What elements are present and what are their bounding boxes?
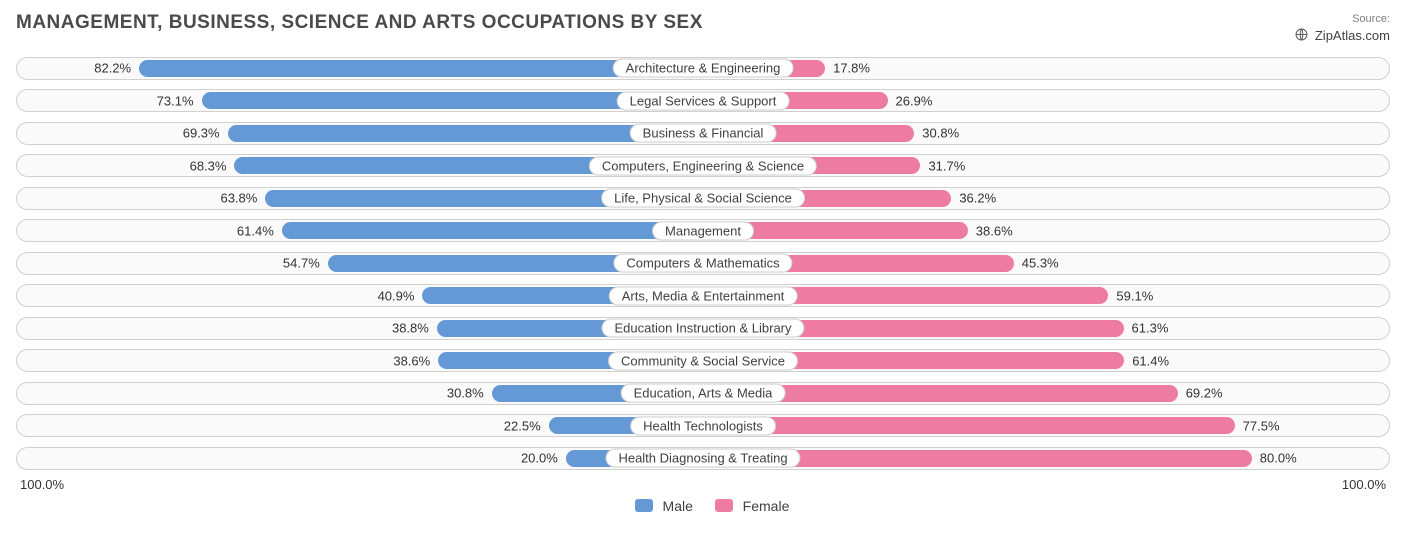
category-badge: Architecture & Engineering [613, 59, 794, 78]
legend-male-label: Male [663, 498, 693, 514]
legend-swatch-male [635, 499, 653, 512]
female-pct-label: 31.7% [928, 158, 965, 173]
male-pct-label: 30.8% [447, 386, 484, 401]
male-pct-label: 20.0% [521, 451, 558, 466]
axis-right-label: 100.0% [1342, 477, 1386, 492]
source-name: ZipAtlas.com [1315, 28, 1390, 43]
female-pct-label: 77.5% [1243, 418, 1280, 433]
legend: Male Female [16, 498, 1390, 514]
category-badge: Life, Physical & Social Science [601, 189, 805, 208]
male-pct-label: 38.6% [393, 353, 430, 368]
bar-row: 63.8% 36.2% Life, Physical & Social Scienc… [16, 187, 1390, 210]
category-badge: Legal Services & Support [617, 91, 790, 110]
bar-row: 30.8% 69.2% Education, Arts & Media [16, 382, 1390, 405]
axis-left-label: 100.0% [20, 477, 64, 492]
x-axis: 100.0% 100.0% [16, 477, 1390, 492]
female-pct-label: 26.9% [896, 93, 933, 108]
category-badge: Community & Social Service [608, 351, 798, 370]
female-pct-label: 69.2% [1186, 386, 1223, 401]
male-pct-label: 40.9% [378, 288, 415, 303]
bar-row: 22.5% 77.5% Health Technologists [16, 414, 1390, 437]
bar-row: 38.8% 61.3% Education Instruction & Librar… [16, 317, 1390, 340]
male-pct-label: 68.3% [190, 158, 227, 173]
female-pct-label: 61.4% [1132, 353, 1169, 368]
legend-swatch-female [715, 499, 733, 512]
bar-row: 20.0% 80.0% Health Diagnosing & Treating [16, 447, 1390, 470]
female-pct-label: 30.8% [922, 126, 959, 141]
category-badge: Health Technologists [630, 416, 776, 435]
female-pct-label: 45.3% [1022, 256, 1059, 271]
category-badge: Management [652, 221, 754, 240]
category-badge: Computers, Engineering & Science [589, 156, 817, 175]
source-block: Source: ZipAtlas.com [1295, 12, 1390, 47]
female-pct-label: 36.2% [959, 191, 996, 206]
bar-row: 38.6% 61.4% Community & Social Service [16, 349, 1390, 372]
female-pct-label: 80.0% [1260, 451, 1297, 466]
bar-row: 68.3% 31.7% Computers, Engineering & Scien… [16, 154, 1390, 177]
source-label: Source: [1295, 12, 1390, 27]
male-pct-label: 61.4% [237, 223, 274, 238]
category-badge: Health Diagnosing & Treating [605, 449, 800, 468]
category-badge: Business & Financial [630, 124, 777, 143]
male-bar [282, 222, 703, 239]
male-pct-label: 63.8% [220, 191, 257, 206]
bar-row: 69.3% 30.8% Business & Financial [16, 122, 1390, 145]
female-bar [703, 417, 1235, 434]
category-badge: Education, Arts & Media [621, 384, 786, 403]
bar-row: 82.2% 17.8% Architecture & Engineering [16, 57, 1390, 80]
globe-icon [1295, 28, 1308, 46]
category-badge: Education Instruction & Library [601, 319, 804, 338]
female-pct-label: 17.8% [833, 61, 870, 76]
category-badge: Arts, Media & Entertainment [609, 286, 798, 305]
male-pct-label: 38.8% [392, 321, 429, 336]
chart-title: MANAGEMENT, BUSINESS, SCIENCE AND ARTS O… [16, 12, 703, 34]
male-pct-label: 54.7% [283, 256, 320, 271]
bar-row: 61.4% 38.6% Management [16, 219, 1390, 242]
male-pct-label: 22.5% [504, 418, 541, 433]
bar-row: 54.7% 45.3% Computers & Mathematics [16, 252, 1390, 275]
bar-row: 40.9% 59.1% Arts, Media & Entertainment [16, 284, 1390, 307]
bar-row: 73.1% 26.9% Legal Services & Support [16, 89, 1390, 112]
female-pct-label: 61.3% [1132, 321, 1169, 336]
chart-header: MANAGEMENT, BUSINESS, SCIENCE AND ARTS O… [16, 12, 1390, 47]
male-pct-label: 73.1% [157, 93, 194, 108]
male-pct-label: 82.2% [94, 61, 131, 76]
legend-female-label: Female [743, 498, 790, 514]
male-pct-label: 69.3% [183, 126, 220, 141]
chart-rows: 82.2% 17.8% Architecture & Engineering 73.1… [16, 57, 1390, 470]
female-pct-label: 38.6% [976, 223, 1013, 238]
female-pct-label: 59.1% [1116, 288, 1153, 303]
category-badge: Computers & Mathematics [613, 254, 792, 273]
